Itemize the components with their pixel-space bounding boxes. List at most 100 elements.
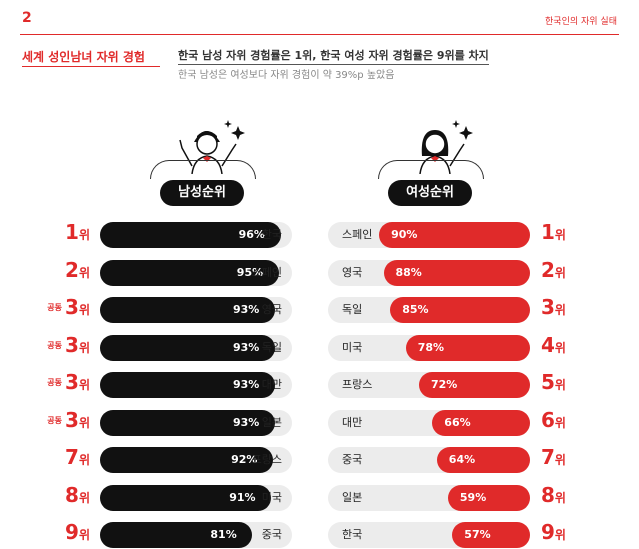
female-country-label: 한국 — [342, 528, 363, 541]
rank-label: 2위 — [541, 258, 566, 282]
male-bar — [100, 522, 253, 548]
rank-label: 공동 3위 — [47, 333, 90, 357]
tie-label: 공동 — [47, 378, 63, 387]
female-bar-value: 88% — [395, 265, 422, 279]
rank-number: 6 — [541, 407, 555, 432]
female-bar — [405, 334, 530, 361]
rank-suffix: 위 — [554, 453, 566, 467]
tie-label: 공동 — [47, 340, 63, 350]
rank-suffix: 위 — [78, 528, 90, 542]
male-country-label: 대만 — [261, 378, 282, 391]
male-bar — [100, 484, 272, 511]
rank-suffix: 위 — [554, 303, 566, 317]
rank-label: 7위 — [65, 445, 90, 469]
rank-label: 공동 3위 — [47, 295, 90, 319]
rank-suffix: 위 — [554, 415, 566, 430]
female-bar — [436, 447, 530, 473]
female-country-label: 영국 — [342, 265, 363, 279]
female-bar — [447, 484, 530, 511]
female-bar — [432, 409, 530, 436]
section-title: 세계 성인남녀 자위 경험 — [22, 50, 145, 64]
male-bar — [100, 409, 275, 436]
rank-label: 3위 — [541, 295, 566, 319]
male-bar-value: 93% — [233, 415, 260, 429]
female-bar — [452, 522, 530, 548]
rank-suffix: 위 — [554, 490, 566, 505]
female-bar-value: 59% — [459, 490, 487, 504]
rank-number: 3 — [65, 295, 79, 319]
male-bar — [100, 297, 275, 323]
female-ranking-badge: 여성순위 — [388, 180, 472, 206]
rank-number: 3 — [65, 370, 79, 394]
male-country-label: 미국 — [261, 490, 282, 504]
rank-number: 9 — [541, 520, 555, 544]
male-badge-arc — [150, 160, 256, 179]
rank-number: 5 — [541, 370, 555, 394]
female-badge-arc — [378, 160, 484, 179]
male-bar — [100, 447, 274, 473]
rank-label: 5위 — [541, 370, 566, 394]
rank-suffix: 위 — [78, 378, 90, 392]
page-number: 2 — [22, 10, 32, 26]
rank-label: 9위 — [65, 520, 90, 544]
female-country-label: 중국 — [342, 453, 363, 466]
female-bar-value: 78% — [417, 340, 445, 354]
subline: 한국 남성은 여성보다 자위 경험이 약 39%p 높았음 — [178, 70, 395, 81]
male-bar — [100, 222, 281, 248]
female-bar — [383, 259, 530, 286]
rank-suffix: 위 — [78, 265, 90, 280]
rank-number: 3 — [65, 332, 79, 357]
male-bar-value: 81% — [210, 528, 237, 541]
female-country-label: 프랑스 — [342, 378, 373, 391]
female-country-label: 독일 — [342, 303, 363, 316]
rank-suffix: 위 — [554, 340, 566, 355]
male-country-label: 프랑스 — [251, 453, 282, 466]
female-bar — [379, 222, 530, 248]
female-country-label: 대만 — [342, 415, 363, 429]
rank-number: 2 — [65, 257, 79, 282]
rank-suffix: 위 — [554, 528, 566, 542]
male-bar-value: 95% — [236, 265, 264, 279]
male-bar-value: 93% — [233, 303, 260, 316]
rank-label: 1위 — [65, 220, 90, 244]
rank-number: 8 — [541, 482, 555, 507]
section-title-underline — [22, 66, 160, 67]
rank-label: 8위 — [65, 483, 90, 507]
rank-number: 3 — [541, 295, 555, 319]
male-country-label: 일본 — [261, 415, 282, 429]
female-country-label: 스페인 — [342, 228, 373, 241]
rank-suffix: 위 — [554, 265, 566, 280]
female-bar-value: 64% — [448, 453, 476, 466]
female-country-label: 일본 — [342, 490, 363, 504]
top-divider — [20, 34, 619, 35]
rank-label: 공동 3위 — [47, 370, 90, 394]
rank-suffix: 위 — [554, 378, 566, 392]
male-bar-value: 92% — [231, 453, 258, 466]
rank-label: 공동 3위 — [47, 408, 90, 432]
female-bar — [419, 372, 530, 398]
female-bar-value: 85% — [402, 303, 429, 316]
rank-suffix: 위 — [78, 453, 90, 467]
rank-number: 7 — [541, 445, 555, 469]
rank-number: 1 — [65, 220, 79, 244]
rank-number: 7 — [65, 445, 79, 469]
female-bar-value: 90% — [391, 228, 418, 241]
rank-number: 8 — [65, 482, 79, 507]
female-bar-value: 72% — [431, 378, 458, 391]
rank-suffix: 위 — [78, 490, 90, 505]
rank-suffix: 위 — [78, 228, 90, 242]
male-bar-value: 93% — [233, 340, 260, 354]
headline: 한국 남성 자위 경험률은 1위, 한국 여성 자위 경험률은 9위를 차지 — [178, 47, 489, 65]
rank-suffix: 위 — [78, 340, 90, 355]
male-country-label: 중국 — [261, 528, 282, 541]
rank-number: 4 — [541, 332, 555, 357]
female-bar-value: 66% — [444, 415, 471, 429]
male-bar-value: 96% — [238, 228, 265, 241]
male-country-label: 영국 — [261, 303, 282, 316]
rank-label: 2위 — [65, 258, 90, 282]
male-ranking-badge: 남성순위 — [160, 180, 244, 206]
rank-number: 1 — [541, 220, 555, 244]
rank-label: 9위 — [541, 520, 566, 544]
male-country-label: 스페인 — [251, 265, 282, 279]
male-bar-value: 93% — [233, 378, 260, 391]
